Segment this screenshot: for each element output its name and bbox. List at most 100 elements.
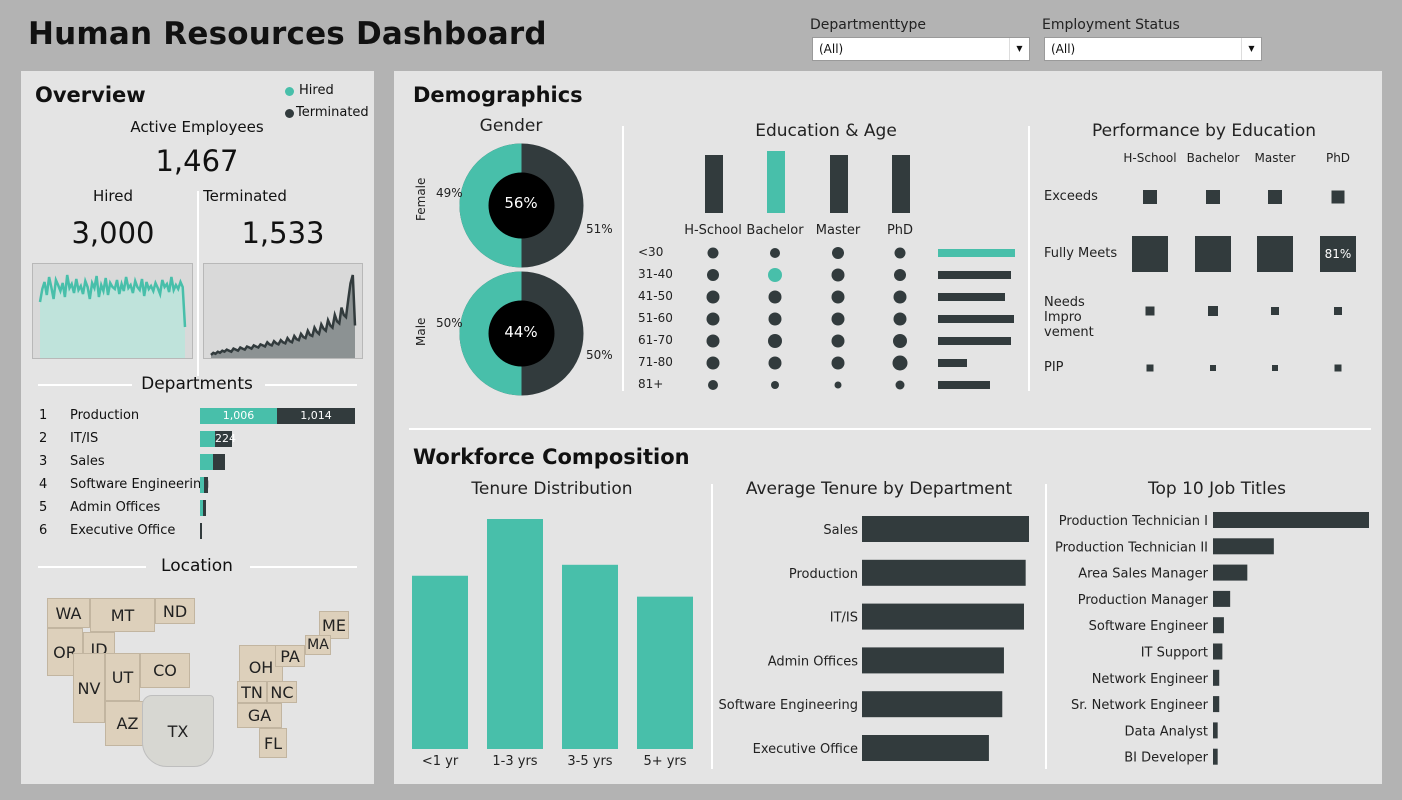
state-tn[interactable]: TN bbox=[237, 681, 267, 703]
job-title-bar[interactable] bbox=[1213, 512, 1369, 528]
department-row[interactable]: 2 IT/IS 224 bbox=[39, 431, 236, 447]
performance-cell[interactable] bbox=[1331, 190, 1345, 204]
job-title-bar[interactable] bbox=[1213, 564, 1248, 581]
age-bar[interactable] bbox=[938, 249, 1015, 257]
job-title-bar[interactable] bbox=[1213, 748, 1218, 765]
education-age-dot[interactable] bbox=[831, 312, 845, 326]
department-type-select[interactable]: (All) ▼ bbox=[812, 37, 1030, 61]
education-age-dot[interactable] bbox=[893, 334, 907, 348]
education-age-dot[interactable] bbox=[895, 380, 905, 390]
education-age-dot[interactable] bbox=[834, 381, 842, 389]
avg-tenure-bar[interactable] bbox=[862, 735, 989, 761]
department-row[interactable]: 3 Sales bbox=[39, 452, 379, 472]
education-age-dot[interactable] bbox=[831, 290, 845, 304]
state-me[interactable]: ME bbox=[319, 611, 349, 639]
age-bar[interactable] bbox=[938, 359, 967, 367]
job-title-bar[interactable] bbox=[1213, 617, 1224, 634]
state-fl[interactable]: FL bbox=[259, 728, 287, 758]
education-age-dot[interactable] bbox=[707, 269, 719, 281]
employment-status-select[interactable]: (All) ▼ bbox=[1044, 37, 1262, 61]
avg-tenure-bar[interactable] bbox=[862, 516, 1029, 542]
department-row[interactable]: 1 Production 1,006 1,014 bbox=[39, 406, 379, 426]
education-age-dot[interactable] bbox=[768, 312, 782, 326]
state-tx[interactable]: TX bbox=[142, 695, 214, 767]
avg-tenure-bar[interactable] bbox=[862, 691, 1003, 718]
job-title-bar[interactable] bbox=[1213, 643, 1223, 660]
state-mt[interactable]: MT bbox=[90, 598, 155, 632]
education-age-dot[interactable] bbox=[831, 334, 845, 348]
avg-tenure-bar[interactable] bbox=[862, 603, 1024, 630]
education-age-dot[interactable] bbox=[768, 334, 782, 348]
state-wa[interactable]: WA bbox=[47, 598, 90, 628]
age-bar[interactable] bbox=[938, 381, 990, 389]
job-title-bar[interactable] bbox=[1213, 538, 1274, 555]
age-bar[interactable] bbox=[938, 293, 1005, 301]
education-bar-bachelor[interactable] bbox=[767, 151, 785, 213]
state-co[interactable]: CO bbox=[140, 653, 190, 688]
education-age-dot[interactable] bbox=[770, 248, 780, 258]
job-title-bar[interactable] bbox=[1213, 722, 1218, 739]
education-bar-hschool[interactable] bbox=[705, 155, 723, 213]
age-bar[interactable] bbox=[938, 337, 1011, 345]
job-title-bar[interactable] bbox=[1213, 590, 1231, 607]
department-row[interactable]: 6 Executive Office bbox=[39, 521, 379, 541]
job-title-bar[interactable] bbox=[1213, 669, 1220, 686]
education-age-dot[interactable] bbox=[771, 381, 779, 389]
education-age-dot[interactable] bbox=[892, 355, 908, 371]
avg-tenure-bar[interactable] bbox=[862, 647, 1004, 674]
performance-cell[interactable] bbox=[1132, 236, 1168, 272]
performance-cell[interactable] bbox=[1334, 307, 1342, 315]
tenure-bar[interactable] bbox=[412, 575, 468, 749]
state-pa[interactable]: PA bbox=[275, 645, 305, 667]
state-ga[interactable]: GA bbox=[237, 703, 282, 728]
education-age-dot[interactable] bbox=[768, 290, 782, 304]
age-bar[interactable] bbox=[938, 271, 1011, 279]
education-bar-master[interactable] bbox=[830, 155, 848, 213]
performance-cell[interactable] bbox=[1208, 306, 1218, 316]
education-age-dot[interactable] bbox=[706, 290, 720, 304]
education-age-dot[interactable] bbox=[893, 312, 907, 326]
state-nd[interactable]: ND bbox=[155, 598, 195, 624]
performance-cell[interactable] bbox=[1271, 307, 1279, 315]
education-age-dot[interactable] bbox=[832, 247, 844, 259]
state-ut[interactable]: UT bbox=[105, 653, 140, 701]
department-row[interactable]: 5 Admin Offices bbox=[39, 498, 379, 518]
education-age-dot[interactable] bbox=[768, 268, 782, 282]
chevron-down-icon[interactable]: ▼ bbox=[1009, 38, 1029, 60]
education-age-dot[interactable] bbox=[831, 356, 845, 370]
education-age-dot[interactable] bbox=[706, 356, 720, 370]
performance-cell[interactable] bbox=[1195, 236, 1231, 272]
performance-cell[interactable] bbox=[1334, 364, 1342, 372]
location-map[interactable]: WA MT ND OR ID NV UT CO AZ TX OH PA ME M… bbox=[41, 593, 361, 773]
education-age-dot[interactable] bbox=[894, 269, 906, 281]
education-age-dot[interactable] bbox=[893, 290, 907, 304]
state-ma[interactable]: MA bbox=[305, 635, 331, 655]
education-age-dot[interactable] bbox=[706, 334, 720, 348]
tenure-bar[interactable] bbox=[562, 564, 618, 749]
education-age-dot[interactable] bbox=[894, 247, 906, 259]
education-age-dot[interactable] bbox=[831, 268, 845, 282]
education-age-dot[interactable] bbox=[706, 312, 720, 326]
age-bar[interactable] bbox=[938, 315, 1014, 323]
avg-tenure-bar[interactable] bbox=[862, 559, 1026, 586]
performance-cell[interactable] bbox=[1206, 190, 1220, 204]
performance-cell[interactable] bbox=[1268, 190, 1282, 204]
performance-cell[interactable] bbox=[1210, 365, 1216, 371]
performance-cell[interactable] bbox=[1143, 190, 1157, 204]
education-bar-phd[interactable] bbox=[892, 155, 910, 213]
education-age-dot[interactable] bbox=[768, 356, 782, 370]
performance-cell-highlight[interactable]: 81% bbox=[1320, 236, 1356, 272]
performance-cell[interactable] bbox=[1257, 236, 1293, 272]
tenure-bar[interactable] bbox=[487, 519, 543, 749]
chevron-down-icon[interactable]: ▼ bbox=[1241, 38, 1261, 60]
performance-cell[interactable] bbox=[1146, 364, 1154, 372]
state-nc[interactable]: NC bbox=[267, 681, 297, 703]
education-age-dot[interactable] bbox=[708, 380, 718, 390]
tenure-bar[interactable] bbox=[637, 596, 693, 749]
department-row[interactable]: 4 Software Engineering bbox=[39, 477, 210, 493]
education-age-dot[interactable] bbox=[707, 247, 719, 259]
job-title-bar[interactable] bbox=[1213, 696, 1220, 713]
performance-cell[interactable] bbox=[1145, 306, 1155, 316]
performance-cell[interactable] bbox=[1272, 365, 1278, 371]
state-nv[interactable]: NV bbox=[73, 653, 105, 723]
